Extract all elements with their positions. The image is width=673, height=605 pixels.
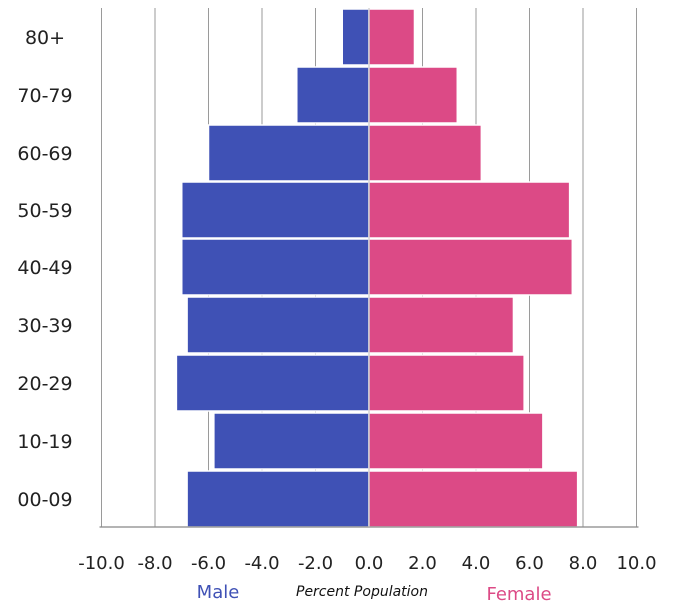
male-bar-50-59 (181, 181, 370, 239)
female-bar-10-19 (368, 412, 544, 470)
male-bar-30-39 (186, 296, 370, 354)
category-label: 50-59 (17, 200, 72, 222)
x-tick-label: -2.0 (298, 553, 333, 574)
female-bar-00-09 (368, 470, 579, 528)
x-tick-label: 8.0 (569, 553, 598, 574)
female-bar-40-49 (368, 238, 574, 296)
male-bar-70-79 (296, 66, 370, 124)
male-bar-60-69 (207, 124, 370, 182)
x-tick-label: 10.0 (616, 553, 656, 574)
category-label: 20-29 (17, 373, 72, 395)
category-label: 30-39 (17, 315, 72, 337)
x-tick-label: -8.0 (137, 553, 172, 574)
x-axis-title: Percent Population (296, 584, 428, 600)
male-bar-00-09 (186, 470, 370, 528)
x-tick-label: -4.0 (244, 553, 279, 574)
bars (175, 8, 579, 528)
female-bar-30-39 (368, 296, 515, 354)
x-tick-labels: -10.0 -8.0 -6.0 -4.0 -2.0 0.0 2.0 4.0 6.0 8.0 10.0 (78, 553, 656, 574)
male-bar-10-19 (213, 412, 370, 470)
female-bar-80+ (368, 8, 416, 66)
male-bar-20-29 (175, 354, 370, 412)
male-bar-40-49 (181, 238, 370, 296)
legend-male-label: Male (197, 582, 240, 603)
x-tick-label: 2.0 (408, 553, 437, 574)
category-label: 00-09 (17, 489, 72, 511)
category-label: 70-79 (17, 85, 72, 107)
male-bar-80+ (341, 8, 370, 66)
female-bar-50-59 (368, 181, 571, 239)
category-label: 40-49 (17, 257, 72, 279)
category-label: 80+ (25, 27, 65, 49)
x-tick-label: -10.0 (78, 553, 125, 574)
x-tick-label: 0.0 (355, 553, 384, 574)
category-labels: 00-09 10-19 20-29 30-39 40-49 50-59 60-69 70-79… (17, 27, 72, 511)
x-tick-label: -6.0 (191, 553, 226, 574)
category-label: 60-69 (17, 143, 72, 165)
female-bar-60-69 (368, 124, 483, 182)
x-tick-label: 4.0 (462, 553, 491, 574)
x-tick-label: 6.0 (515, 553, 544, 574)
category-label: 10-19 (17, 431, 72, 453)
female-bar-70-79 (368, 66, 459, 124)
female-bar-20-29 (368, 354, 525, 412)
legend-female-label: Female (486, 584, 551, 605)
axes (99, 8, 639, 528)
